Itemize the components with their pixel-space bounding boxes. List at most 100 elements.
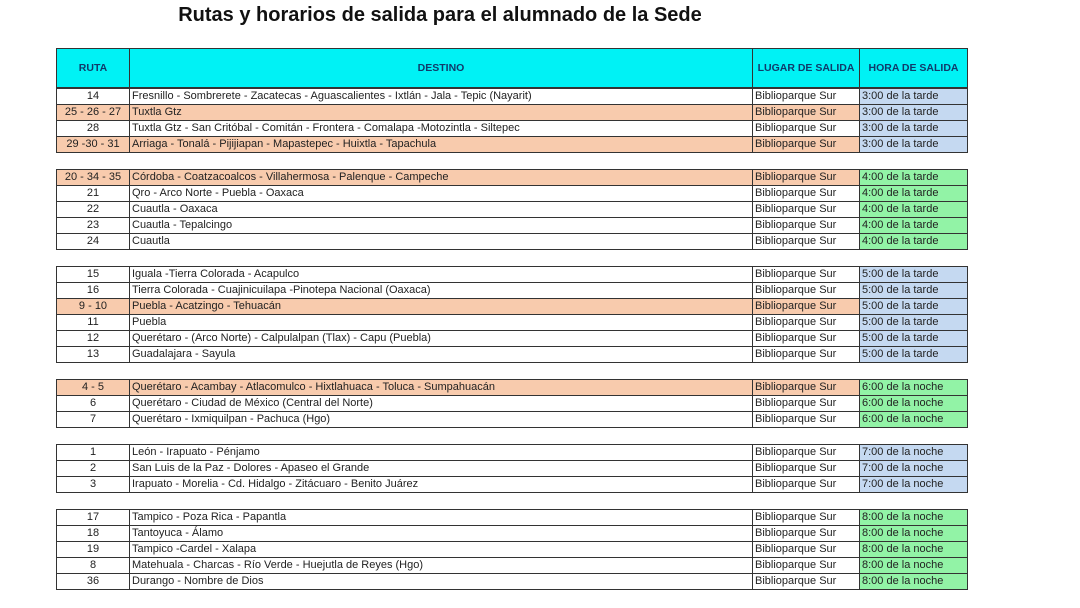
table-row: 15 Iguala -Tierra Colorada - Acapulco Bibl… bbox=[56, 266, 968, 283]
ruta-cell: 1 bbox=[56, 444, 130, 461]
destino-cell: Puebla - Acatzingo - Tehuacán bbox=[129, 298, 753, 315]
hora-cell: 6:00 de la noche bbox=[859, 395, 968, 412]
schedule-group: 20 - 34 - 35 Córdoba - Coatzacoalcos - Vi… bbox=[56, 169, 968, 250]
ruta-cell: 17 bbox=[56, 509, 130, 526]
ruta-cell: 18 bbox=[56, 525, 130, 542]
destino-cell: Querétaro - Acambay - Atlacomulco - Hixt… bbox=[129, 379, 753, 396]
lugar-cell: Biblioparque Sur bbox=[752, 217, 860, 234]
table-row: 20 - 34 - 35 Córdoba - Coatzacoalcos - Vi… bbox=[56, 169, 968, 186]
ruta-cell: 20 - 34 - 35 bbox=[56, 169, 130, 186]
destino-cell: Querétaro - Ixmiquilpan - Pachuca (Hgo) bbox=[129, 411, 753, 428]
destino-cell: Cuautla bbox=[129, 233, 753, 250]
ruta-cell: 24 bbox=[56, 233, 130, 250]
ruta-cell: 4 - 5 bbox=[56, 379, 130, 396]
hora-cell: 4:00 de la tarde bbox=[859, 169, 968, 186]
table-row: 25 - 26 - 27 Tuxtla Gtz Biblioparque Sur 3:… bbox=[56, 104, 968, 121]
destino-cell: Guadalajara - Sayula bbox=[129, 346, 753, 363]
lugar-cell: Biblioparque Sur bbox=[752, 509, 860, 526]
routes-schedule: RUTA DESTINO LUGAR DE SALIDA HORA DE SAL… bbox=[56, 48, 968, 590]
schedule-group: 4 - 5 Querétaro - Acambay - Atlacomulco -… bbox=[56, 379, 968, 428]
table-row: 4 - 5 Querétaro - Acambay - Atlacomulco -… bbox=[56, 379, 968, 396]
schedule-group: 15 Iguala -Tierra Colorada - Acapulco Bibl… bbox=[56, 266, 968, 363]
lugar-cell: Biblioparque Sur bbox=[752, 411, 860, 428]
lugar-cell: Biblioparque Sur bbox=[752, 298, 860, 315]
destino-cell: Tuxtla Gtz bbox=[129, 104, 753, 121]
header-hora: HORA DE SALIDA bbox=[859, 48, 968, 88]
destino-cell: Fresnillo - Sombrerete - Zacatecas - Agu… bbox=[129, 88, 753, 105]
schedule-group: 1 León - Irapuato - Pénjamo Biblioparque S… bbox=[56, 444, 968, 493]
table-row: 3 Irapuato - Morelia - Cd. Hidalgo - Zitá… bbox=[56, 476, 968, 493]
schedule-group: 17 Tampico - Poza Rica - Papantla Bibliopa… bbox=[56, 509, 968, 590]
destino-cell: Arriaga - Tonalá - Pijijiapan - Mapastep… bbox=[129, 136, 753, 153]
ruta-cell: 9 - 10 bbox=[56, 298, 130, 315]
ruta-cell: 28 bbox=[56, 120, 130, 137]
table-row: 1 León - Irapuato - Pénjamo Biblioparque S… bbox=[56, 444, 968, 461]
table-row: 11 Puebla Biblioparque Sur 5:00 de la tarde bbox=[56, 314, 968, 331]
hora-cell: 3:00 de la tarde bbox=[859, 120, 968, 137]
ruta-cell: 19 bbox=[56, 541, 130, 558]
hora-cell: 5:00 de la tarde bbox=[859, 298, 968, 315]
ruta-cell: 36 bbox=[56, 573, 130, 590]
lugar-cell: Biblioparque Sur bbox=[752, 314, 860, 331]
hora-cell: 8:00 de la noche bbox=[859, 557, 968, 574]
hora-cell: 3:00 de la tarde bbox=[859, 136, 968, 153]
ruta-cell: 2 bbox=[56, 460, 130, 477]
page-title: Rutas y horarios de salida para el alumn… bbox=[178, 4, 702, 26]
hora-cell: 6:00 de la noche bbox=[859, 411, 968, 428]
hora-cell: 6:00 de la noche bbox=[859, 379, 968, 396]
header-row: RUTA DESTINO LUGAR DE SALIDA HORA DE SAL… bbox=[56, 48, 968, 88]
header-destino: DESTINO bbox=[129, 48, 753, 88]
lugar-cell: Biblioparque Sur bbox=[752, 557, 860, 574]
lugar-cell: Biblioparque Sur bbox=[752, 233, 860, 250]
ruta-cell: 6 bbox=[56, 395, 130, 412]
table-row: 19 Tampico -Cardel - Xalapa Biblioparque S… bbox=[56, 541, 968, 558]
hora-cell: 4:00 de la tarde bbox=[859, 185, 968, 202]
lugar-cell: Biblioparque Sur bbox=[752, 169, 860, 186]
ruta-cell: 7 bbox=[56, 411, 130, 428]
table-row: 24 Cuautla Biblioparque Sur 4:00 de la tard… bbox=[56, 233, 968, 250]
hora-cell: 8:00 de la noche bbox=[859, 525, 968, 542]
hora-cell: 7:00 de la noche bbox=[859, 476, 968, 493]
table-row: 2 San Luis de la Paz - Dolores - Apaseo e… bbox=[56, 460, 968, 477]
destino-cell: Puebla bbox=[129, 314, 753, 331]
lugar-cell: Biblioparque Sur bbox=[752, 88, 860, 105]
hora-cell: 5:00 de la tarde bbox=[859, 282, 968, 299]
lugar-cell: Biblioparque Sur bbox=[752, 120, 860, 137]
hora-cell: 7:00 de la noche bbox=[859, 444, 968, 461]
destino-cell: Durango - Nombre de Dios bbox=[129, 573, 753, 590]
ruta-cell: 22 bbox=[56, 201, 130, 218]
table-row: 29 -30 - 31 Arriaga - Tonalá - Pijijiapan… bbox=[56, 136, 968, 153]
destino-cell: Cuautla - Oaxaca bbox=[129, 201, 753, 218]
ruta-cell: 23 bbox=[56, 217, 130, 234]
header-table: RUTA DESTINO LUGAR DE SALIDA HORA DE SAL… bbox=[56, 48, 968, 88]
ruta-cell: 21 bbox=[56, 185, 130, 202]
hora-cell: 3:00 de la tarde bbox=[859, 88, 968, 105]
ruta-cell: 11 bbox=[56, 314, 130, 331]
hora-cell: 4:00 de la tarde bbox=[859, 233, 968, 250]
hora-cell: 5:00 de la tarde bbox=[859, 330, 968, 347]
hora-cell: 4:00 de la tarde bbox=[859, 217, 968, 234]
lugar-cell: Biblioparque Sur bbox=[752, 395, 860, 412]
destino-cell: San Luis de la Paz - Dolores - Apaseo el… bbox=[129, 460, 753, 477]
table-row: 16 Tierra Colorada - Cuajinicuilapa -Pino… bbox=[56, 282, 968, 299]
hora-cell: 4:00 de la tarde bbox=[859, 201, 968, 218]
table-row: 36 Durango - Nombre de Dios Biblioparque S… bbox=[56, 573, 968, 590]
hora-cell: 8:00 de la noche bbox=[859, 541, 968, 558]
ruta-cell: 13 bbox=[56, 346, 130, 363]
lugar-cell: Biblioparque Sur bbox=[752, 573, 860, 590]
lugar-cell: Biblioparque Sur bbox=[752, 185, 860, 202]
destino-cell: Querétaro - (Arco Norte) - Calpulalpan (… bbox=[129, 330, 753, 347]
lugar-cell: Biblioparque Sur bbox=[752, 379, 860, 396]
table-row: 9 - 10 Puebla - Acatzingo - Tehuacán Bibli… bbox=[56, 298, 968, 315]
destino-cell: Irapuato - Morelia - Cd. Hidalgo - Zitác… bbox=[129, 476, 753, 493]
ruta-cell: 12 bbox=[56, 330, 130, 347]
lugar-cell: Biblioparque Sur bbox=[752, 330, 860, 347]
lugar-cell: Biblioparque Sur bbox=[752, 346, 860, 363]
ruta-cell: 8 bbox=[56, 557, 130, 574]
lugar-cell: Biblioparque Sur bbox=[752, 266, 860, 283]
ruta-cell: 15 bbox=[56, 266, 130, 283]
table-row: 8 Matehuala - Charcas - Río Verde - Hueju… bbox=[56, 557, 968, 574]
table-row: 6 Querétaro - Ciudad de México (Central d… bbox=[56, 395, 968, 412]
table-row: 17 Tampico - Poza Rica - Papantla Bibliopa… bbox=[56, 509, 968, 526]
hora-cell: 5:00 de la tarde bbox=[859, 346, 968, 363]
